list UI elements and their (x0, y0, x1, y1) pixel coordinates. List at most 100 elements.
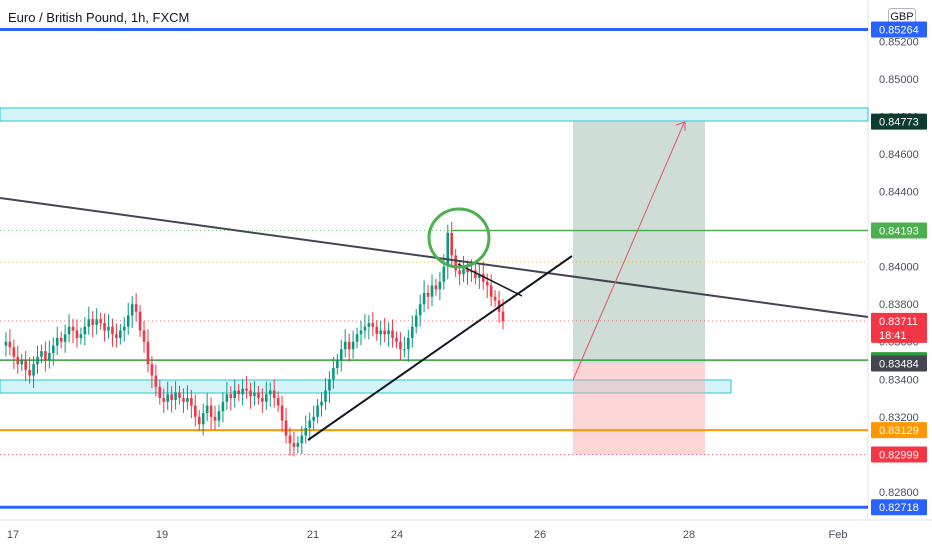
candle-body (24, 360, 27, 370)
candle-body (351, 341, 355, 350)
candle-body (450, 232, 454, 256)
y-tick-label: 0.85200 (879, 37, 919, 49)
candle-body (28, 369, 31, 376)
candle-body (241, 388, 244, 395)
candle-body (442, 266, 446, 282)
y-tick-label: 0.83400 (879, 374, 919, 386)
candle-body (493, 296, 497, 301)
candle-body (8, 341, 12, 348)
candle-body (67, 326, 71, 335)
candle-body (87, 319, 91, 327)
candle-body (312, 416, 315, 421)
candle-body (288, 435, 292, 444)
x-tick-label: 17 (7, 529, 19, 541)
candle-body (154, 375, 158, 387)
candle-body (280, 405, 284, 421)
candle-body (36, 356, 39, 365)
candle-body (501, 311, 505, 322)
projection-arrow (572, 122, 685, 381)
price-axis-label (871, 355, 927, 372)
candle-body (51, 345, 55, 354)
x-tick-label: 24 (391, 529, 403, 541)
candle-body (193, 405, 197, 417)
y-tick-label: 0.82800 (879, 487, 919, 499)
candle-body (197, 416, 201, 425)
candle-body (182, 398, 185, 402)
candle-body (107, 326, 110, 331)
candle-body (237, 390, 240, 395)
candle-body (466, 268, 469, 273)
candle-body (20, 360, 24, 365)
candle-body (213, 416, 217, 421)
descending-trendline (0, 197, 869, 318)
candle-body (229, 394, 233, 399)
candle-body (146, 341, 150, 365)
candle-body (178, 392, 181, 399)
projection-arrowhead (675, 121, 686, 131)
price-axis-label (871, 499, 927, 516)
candle-body (336, 360, 339, 369)
candle-body (355, 334, 359, 342)
short-trendline (457, 263, 523, 297)
x-tick-label: Feb (829, 529, 848, 541)
candle-body (272, 390, 276, 399)
candle-body (265, 394, 268, 402)
candle-body (186, 398, 189, 402)
x-tick-label: 26 (534, 529, 546, 541)
candle-body (316, 405, 319, 417)
position-profit-zone (573, 121, 705, 364)
price-axis-label-text: 0.82718 (879, 502, 919, 514)
candle-body (474, 270, 477, 278)
ascending-trendline (307, 255, 573, 441)
candle-body (150, 364, 154, 376)
candle-body (489, 285, 493, 297)
price-axis-label (871, 312, 927, 343)
candle-body (103, 322, 106, 331)
candle-body (276, 398, 280, 406)
price-axis-label-text: 0.82999 (879, 450, 919, 462)
y-tick-label: 0.84600 (879, 149, 919, 161)
candle-body (79, 334, 83, 338)
x-tick-label: 28 (683, 529, 695, 541)
y-tick-label: 0.85000 (879, 74, 919, 86)
candle-body (245, 388, 248, 391)
candle-body (221, 401, 225, 412)
candle-body (485, 281, 489, 286)
price-axis-label (871, 21, 927, 38)
candle-body (71, 326, 75, 331)
candle-body (12, 347, 16, 357)
candle-body (418, 304, 422, 316)
candle-body (190, 398, 193, 406)
candle-body (158, 386, 162, 399)
candle-body (407, 337, 410, 350)
candle-body (414, 315, 418, 327)
candle-body (458, 270, 461, 275)
candle-body (253, 392, 256, 397)
x-tick-label: 19 (156, 529, 168, 541)
candle-body (249, 390, 252, 397)
candle-body (217, 411, 221, 421)
candle-body (75, 330, 79, 338)
candle-body (209, 405, 213, 417)
candle-body (478, 274, 481, 278)
candle-body (320, 401, 323, 406)
candle-body (410, 326, 414, 338)
candle-body (48, 353, 51, 361)
candle-body (44, 351, 47, 361)
candle-body (32, 364, 35, 376)
candle-body (308, 420, 312, 429)
candle-body (426, 292, 430, 297)
price-axis-label-text: 0.84773 (879, 117, 919, 129)
candle-body (434, 285, 438, 290)
candle-body (111, 326, 114, 335)
candle-body (304, 428, 308, 436)
candle-body (339, 349, 343, 361)
candle-body (55, 337, 59, 346)
candle-body (63, 334, 67, 342)
candle-body (115, 334, 118, 338)
candle-body (99, 319, 102, 323)
candle-body (130, 304, 134, 316)
price-axis-label-text: 0.83484 (879, 359, 919, 371)
candle-body (462, 268, 465, 275)
